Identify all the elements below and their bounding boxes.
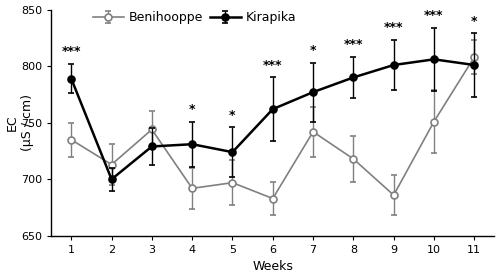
Text: *: * — [189, 103, 196, 116]
Legend: Benihooppe, Kirapika: Benihooppe, Kirapika — [93, 11, 296, 24]
Text: ***: *** — [344, 39, 363, 51]
Text: *: * — [310, 44, 316, 57]
Text: ***: *** — [384, 21, 404, 34]
Y-axis label: EC
(μS / cm): EC (μS / cm) — [6, 94, 34, 151]
Text: ***: *** — [424, 9, 444, 22]
X-axis label: Weeks: Weeks — [252, 260, 293, 273]
Text: ***: *** — [263, 59, 282, 72]
Text: ***: *** — [62, 45, 81, 58]
Text: *: * — [229, 109, 235, 122]
Text: *: * — [471, 15, 478, 28]
